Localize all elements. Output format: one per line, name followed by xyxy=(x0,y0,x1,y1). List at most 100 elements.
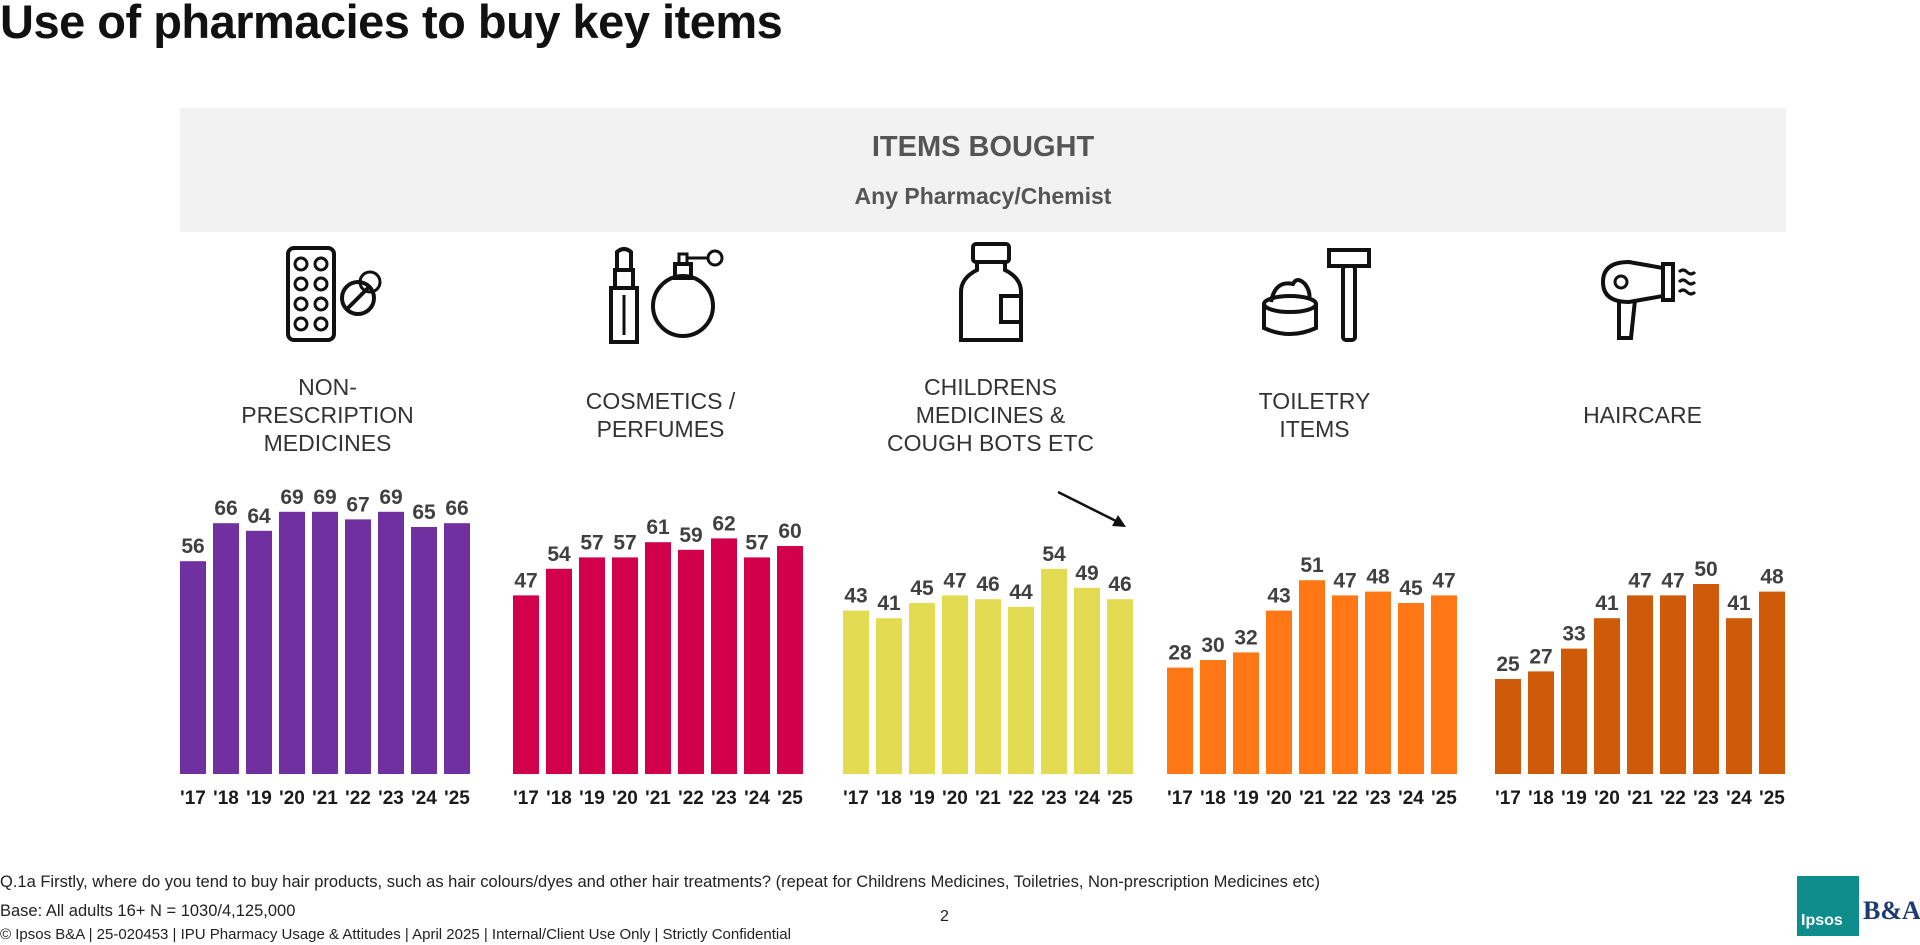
bar xyxy=(843,610,869,774)
x-tick-label: '22 xyxy=(345,788,371,809)
bar-value-label: 60 xyxy=(778,520,801,543)
bar xyxy=(1627,595,1653,774)
bar-value-label: 47 xyxy=(1628,569,1651,592)
bar-chart-haircare: 25 '17 27 '18 33 '19 41 '20 47 '21 47 '22 50 '23 41 '24… xyxy=(1495,558,1785,809)
x-tick-label: '18 xyxy=(876,788,902,809)
bar-value-label: 47 xyxy=(943,569,966,592)
x-tick-label: '19 xyxy=(246,788,272,809)
bar-value-label: 33 xyxy=(1562,623,1585,646)
x-tick-label: '25 xyxy=(1759,788,1785,809)
x-tick-label: '25 xyxy=(444,788,470,809)
x-tick-label: '20 xyxy=(612,788,638,809)
x-tick-label: '21 xyxy=(1627,788,1653,809)
x-tick-label: '19 xyxy=(579,788,605,809)
x-tick-label: '22 xyxy=(1660,788,1686,809)
x-tick-label: '24 xyxy=(744,788,770,809)
chart-panel-haircare: HAIRCARE 25 '17 27 '18 33 '19 41 '20 47 '21 47 '22 5… xyxy=(1490,240,1795,810)
x-tick-label: '19 xyxy=(909,788,935,809)
bar-value-label: 47 xyxy=(1432,569,1455,592)
bar-value-label: 51 xyxy=(1300,554,1324,577)
bar-value-label: 48 xyxy=(1366,566,1390,589)
header-title: ITEMS BOUGHT xyxy=(871,131,1095,163)
bar xyxy=(1008,606,1034,774)
bar xyxy=(513,595,539,774)
x-tick-label: '23 xyxy=(378,788,404,809)
x-tick-label: '17 xyxy=(513,788,539,809)
bar xyxy=(378,511,404,774)
bar xyxy=(975,599,1001,774)
bar-value-label: 43 xyxy=(844,585,867,608)
bar xyxy=(1431,595,1457,774)
bar-value-label: 65 xyxy=(412,501,436,524)
bar xyxy=(1693,584,1719,774)
bar-value-label: 46 xyxy=(976,573,999,596)
x-tick-label: '23 xyxy=(1365,788,1391,809)
bar-value-label: 50 xyxy=(1694,558,1717,581)
bar xyxy=(1107,599,1133,774)
bar xyxy=(546,568,572,774)
bar xyxy=(711,538,737,774)
page-title: Use of pharmacies to buy key items xyxy=(0,0,783,48)
x-tick-label: '17 xyxy=(843,788,869,809)
bar xyxy=(1594,618,1620,774)
x-tick-label: '20 xyxy=(1266,788,1292,809)
bar-value-label: 28 xyxy=(1168,642,1192,665)
x-tick-label: '18 xyxy=(213,788,239,809)
bar-value-label: 69 xyxy=(280,486,303,509)
x-tick-label: '24 xyxy=(411,788,437,809)
x-tick-label: '24 xyxy=(1398,788,1424,809)
x-tick-label: '21 xyxy=(975,788,1001,809)
bar-value-label: 54 xyxy=(1042,543,1066,566)
x-tick-label: '19 xyxy=(1561,788,1587,809)
chart-panel-childrens: CHILDRENS MEDICINES & COUGH BOTS ETC 43 '… xyxy=(838,240,1143,810)
bar xyxy=(744,557,770,774)
bar xyxy=(645,542,671,774)
x-tick-label: '24 xyxy=(1726,788,1752,809)
bar-value-label: 47 xyxy=(514,569,537,592)
bar xyxy=(678,549,704,774)
chart-panel-cosmetics: COSMETICS / PERFUMES 47 '17 54 '18 57 '19 57 '2… xyxy=(508,240,813,810)
footnote-base: Base: All adults 16+ N = 1030/4,125,000 xyxy=(0,902,296,920)
x-tick-label: '24 xyxy=(1074,788,1100,809)
bar-value-label: 45 xyxy=(910,577,934,600)
bar xyxy=(876,618,902,774)
bar xyxy=(1495,679,1521,774)
chart-panel-non-prescription: NON- PRESCRIPTION MEDICINES 56 '17 66 '18 64… xyxy=(175,240,480,810)
x-tick-label: '25 xyxy=(1431,788,1457,809)
bar-value-label: 25 xyxy=(1496,653,1520,676)
bar-value-label: 59 xyxy=(679,524,702,547)
cream-razor-icon xyxy=(1261,248,1371,342)
bar xyxy=(1041,568,1067,774)
bar xyxy=(1233,652,1259,774)
x-tick-label: '21 xyxy=(645,788,671,809)
x-tick-label: '23 xyxy=(1693,788,1719,809)
bar xyxy=(1299,580,1325,774)
bar xyxy=(1200,660,1226,774)
x-tick-label: '22 xyxy=(1332,788,1358,809)
bar xyxy=(1759,591,1785,774)
bar-value-label: 32 xyxy=(1234,626,1257,649)
bar xyxy=(1528,671,1554,774)
pill-blister-icon xyxy=(285,246,381,342)
bar-value-label: 27 xyxy=(1529,645,1552,668)
bar-value-label: 41 xyxy=(877,592,901,615)
medicine-bottle-icon xyxy=(958,242,1023,342)
bar-value-label: 62 xyxy=(712,512,735,535)
bar xyxy=(345,519,371,774)
bar-chart-toiletry: 28 '17 30 '18 32 '19 43 '20 51 '21 47 '22 48 '23 45 '24… xyxy=(1167,554,1457,809)
page-number: 2 xyxy=(940,908,949,925)
x-tick-label: '18 xyxy=(546,788,572,809)
bar-value-label: 45 xyxy=(1399,577,1423,600)
chart-panel-toiletry: TOILETRY ITEMS 28 '17 30 '18 32 '19 43 '20 51 '21… xyxy=(1162,240,1467,810)
bar xyxy=(579,557,605,774)
ipsos-logo-text: Ipsos xyxy=(1801,912,1843,929)
x-tick-label: '23 xyxy=(711,788,737,809)
x-tick-label: '23 xyxy=(1041,788,1067,809)
x-tick-label: '20 xyxy=(279,788,305,809)
footnote-copyright: © Ipsos B&A | 25-020453 | IPU Pharmacy U… xyxy=(0,926,791,943)
bar-value-label: 47 xyxy=(1333,569,1356,592)
bar xyxy=(1167,667,1193,774)
x-tick-label: '17 xyxy=(1495,788,1521,809)
x-tick-label: '17 xyxy=(180,788,206,809)
header-subtitle: Any Pharmacy/Chemist xyxy=(854,183,1112,209)
